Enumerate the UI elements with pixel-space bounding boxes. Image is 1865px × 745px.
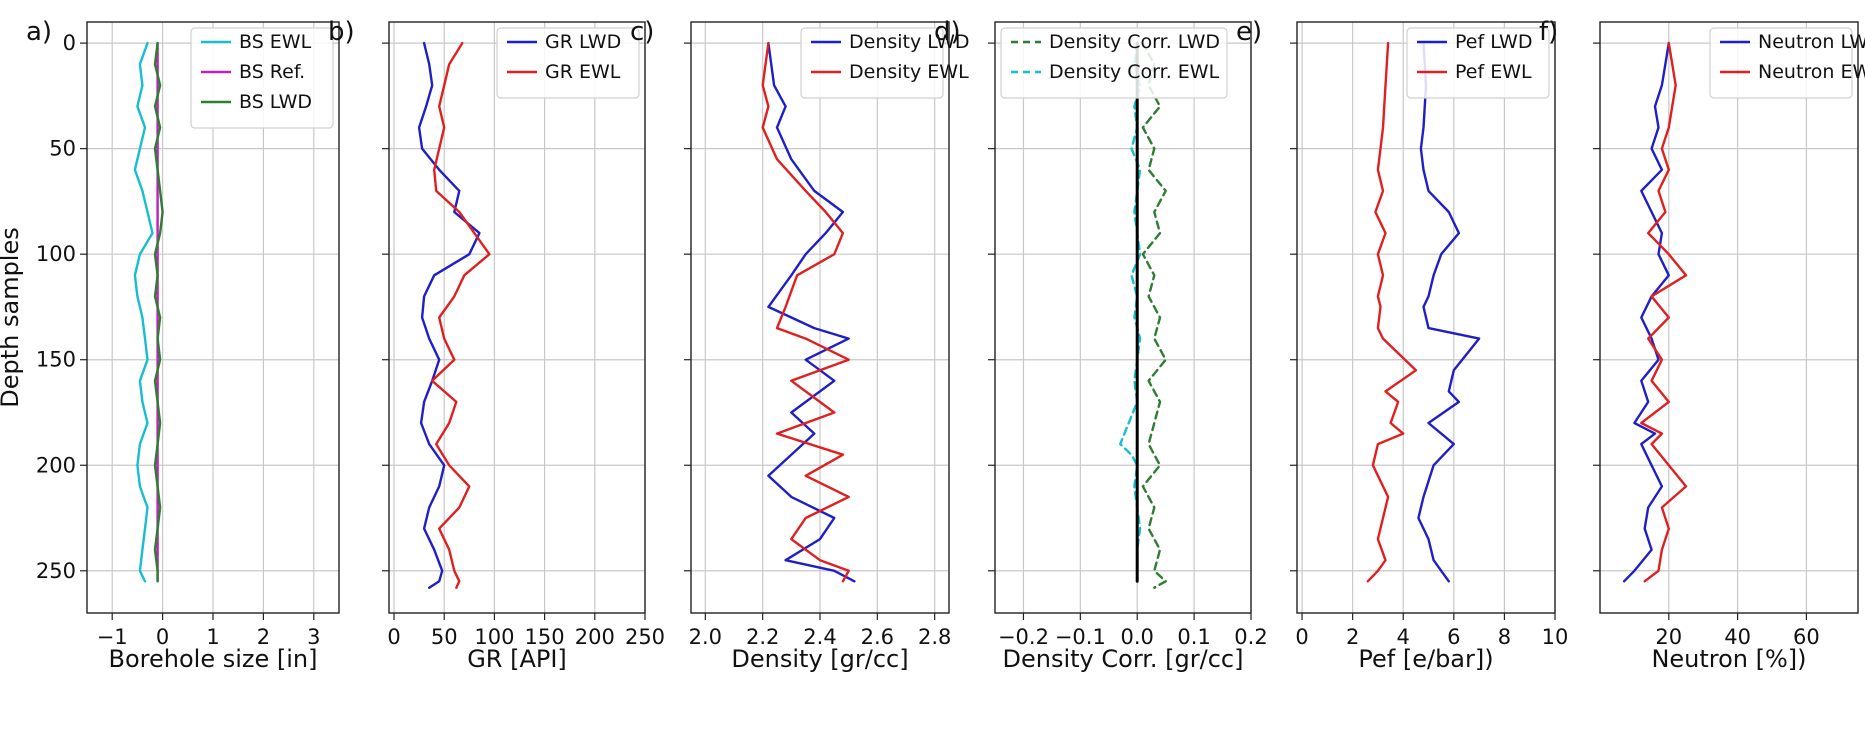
panel-f-xlabel: Neutron [%]) [1651, 645, 1806, 673]
panel-f-legend-label-neutron-lwd: Neutron LWD [1758, 31, 1865, 53]
panel-c: 2.0 2.2 2.4 2.6 2.8 c) Density [gr/cc] Density … [630, 17, 970, 673]
panel-c-legend-label-density-lwd: Density LWD [849, 31, 970, 53]
panel-d-series-density-corr-lwd [1141, 41, 1167, 589]
panel-a-xtick-label: −1 [97, 625, 128, 649]
panel-b-legend: GR LWD GR EWL [496, 27, 640, 99]
panel-e: 0 2 4 6 8 10 e) Pef [e/bar]) Pef LWD Pef EWL [1236, 17, 1568, 673]
panel-a-ytick-label: 100 [36, 242, 76, 266]
panel-f-xtick-label: 20 [1655, 625, 1682, 649]
panel-c-xtick-label: 2.6 [861, 625, 894, 649]
panel-e-legend-label-pef-ewl: Pef EWL [1455, 61, 1532, 83]
panel-a-ylabel: Depth samples [0, 227, 24, 408]
panel-a-xtick-label: 2 [257, 625, 270, 649]
panel-c-xtick-label: 2.0 [689, 625, 722, 649]
panel-c-xtick-label: 2.2 [746, 625, 779, 649]
panel-c-label: c) [630, 17, 654, 47]
panel-a-xtick-label: 1 [206, 625, 219, 649]
panel-b-legend-label-gr-ewl: GR EWL [545, 61, 621, 83]
panel-b-xtick-label: 250 [625, 625, 665, 649]
panel-c-series-density-ewl [761, 41, 850, 583]
panel-e-xtick-label: 0 [1295, 625, 1308, 649]
panel-d: −0.2 −0.1 0.0 0.1 0.2 d) Density Corr. [gr/cc]… [934, 17, 1268, 673]
panel-e-legend: Pef LWD Pef EWL [1406, 27, 1550, 99]
panel-b-series-gr-lwd [417, 41, 481, 589]
panel-b-xlabel: GR [API] [467, 645, 567, 673]
panel-d-legend-label-density-corr-lwd: Density Corr. LWD [1049, 31, 1220, 53]
panel-b-xtick-label: 0 [387, 625, 400, 649]
panel-f-label: f) [1539, 17, 1558, 47]
panel-d-xtick-label: 0.0 [1121, 625, 1154, 649]
panel-b-xtick-label: 100 [474, 625, 514, 649]
panel-c-xtick-label: 2.8 [918, 625, 951, 649]
panel-c-xlabel: Density [gr/cc] [731, 645, 908, 673]
panel-e-frame [1296, 21, 1556, 614]
panel-e-xtick-label: 2 [1346, 625, 1359, 649]
panel-a-ytick-label: 200 [36, 453, 76, 477]
panel-c-legend-box [800, 27, 944, 99]
panel-a-legend-label-bs-ewl: BS EWL [239, 31, 312, 53]
panel-f-legend-box [1709, 27, 1853, 99]
panel-a-frame [86, 21, 340, 614]
panel-f-series-neutron-ewl [1640, 41, 1688, 583]
panel-b-legend-box [496, 27, 640, 99]
panel-d-frame [994, 21, 1252, 614]
panel-a-series-bs-lwd [153, 41, 164, 583]
panel-c-frame [690, 21, 950, 614]
panel-a-legend-label-bs-ref: BS Ref. [239, 61, 305, 83]
panel-e-xtick-label: 8 [1498, 625, 1511, 649]
panel-f-series-neutron-lwd [1622, 41, 1671, 583]
panel-e-legend-label-pef-lwd: Pef LWD [1455, 31, 1532, 53]
panel-a-label: a) [26, 17, 52, 47]
panel-c-series-density-lwd [767, 41, 856, 583]
panel-a: −1 0 1 2 3 0 50 100 150 200 250 a) Borehole size [in… [0, 17, 340, 673]
panel-f-xtick-label: 40 [1724, 625, 1751, 649]
panel-a-ytick-label: 150 [36, 348, 76, 372]
panel-e-xlabel: Pef [e/bar]) [1358, 645, 1493, 673]
panel-b-series-gr-ewl [431, 41, 491, 589]
panel-a-series-bs-ewl [133, 41, 154, 583]
panel-b-label: b) [328, 17, 355, 47]
panel-f-xtick-label: 60 [1793, 625, 1820, 649]
panel-d-legend-box [1000, 27, 1228, 99]
panel-b-xtick-label: 200 [575, 625, 615, 649]
panel-d-legend: Density Corr. LWD Density Corr. EWL [1000, 27, 1228, 99]
panel-c-xtick-label: 2.4 [803, 625, 836, 649]
panel-e-series-pef-ewl [1366, 41, 1418, 583]
panel-b: 0 50 100 150 200 250 b) GR [API] GR LWD GR EWL [328, 17, 665, 673]
panel-f-legend-label-neutron-ewl: Neutron EWL [1758, 61, 1865, 83]
panel-a-xtick-label: 0 [156, 625, 169, 649]
panel-e-xtick-label: 4 [1397, 625, 1410, 649]
panel-f: 20 40 60 f) Neutron [%]) Neutron LWD Neutron E… [1539, 17, 1865, 673]
panel-b-xtick-label: 150 [525, 625, 565, 649]
panel-d-xtick-label: 0.1 [1177, 625, 1210, 649]
panel-c-legend-label-density-ewl: Density EWL [849, 61, 969, 83]
panel-e-label: e) [1236, 17, 1262, 47]
panel-f-legend: Neutron LWD Neutron EWL [1709, 27, 1865, 99]
panel-f-frame [1599, 21, 1859, 614]
panel-d-xtick-label: −0.2 [998, 625, 1049, 649]
panel-e-legend-box [1406, 27, 1550, 99]
panel-a-ytick-label: 250 [36, 559, 76, 583]
panel-b-xtick-label: 50 [431, 625, 458, 649]
panel-c-legend: Density LWD Density EWL [800, 27, 970, 99]
panel-b-legend-label-gr-lwd: GR LWD [545, 31, 621, 53]
panel-a-legend-label-bs-lwd: BS LWD [239, 91, 312, 113]
panel-b-frame [388, 21, 646, 614]
panel-d-label: d) [934, 17, 961, 47]
panel-a-ytick-label: 50 [49, 137, 76, 161]
panel-e-xtick-label: 6 [1447, 625, 1460, 649]
panel-d-xlabel: Density Corr. [gr/cc] [1003, 645, 1244, 673]
panel-a-xtick-label: 3 [307, 625, 320, 649]
panel-e-series-pef-lwd [1417, 41, 1481, 583]
panel-d-xtick-label: −0.1 [1055, 625, 1106, 649]
panel-a-ytick-label: 0 [63, 31, 76, 55]
panel-d-legend-label-density-corr-ewl: Density Corr. EWL [1049, 61, 1220, 83]
panel-a-legend: BS EWL BS Ref. BS LWD [190, 27, 334, 129]
panel-e-xtick-label: 10 [1542, 625, 1569, 649]
panel-d-xtick-label: 0.2 [1234, 625, 1267, 649]
panel-a-xlabel: Borehole size [in] [109, 645, 318, 673]
